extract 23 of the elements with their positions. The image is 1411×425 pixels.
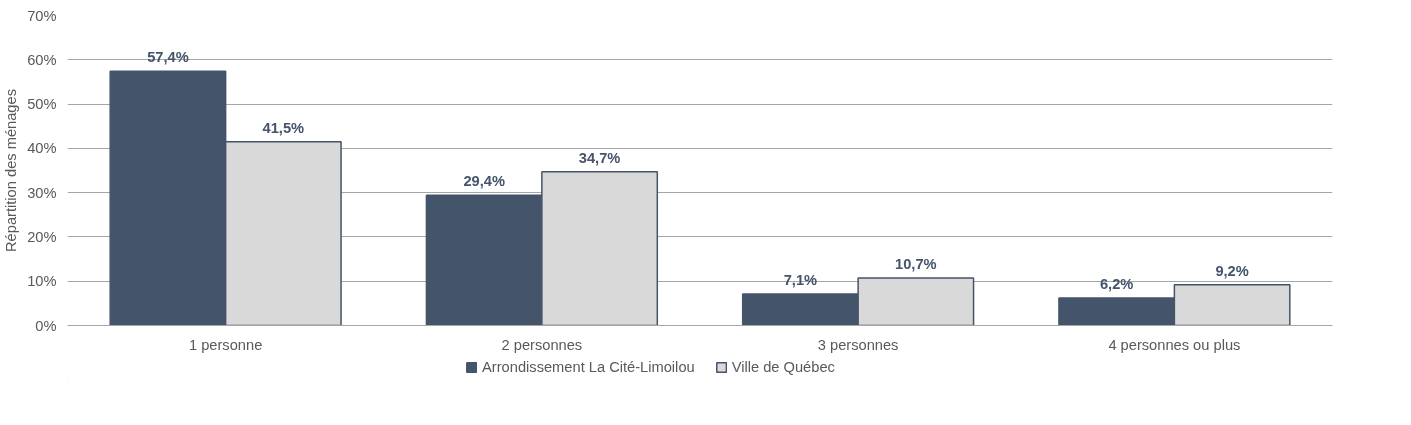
legend-label: Ville de Québec xyxy=(731,359,835,375)
data-label: 41,5% xyxy=(262,119,305,136)
data-label: 7,1% xyxy=(783,272,818,289)
x-tick-label: 4 personnes ou plus xyxy=(1108,336,1241,353)
data-label: 29,4% xyxy=(463,173,505,190)
data-label: 34,7% xyxy=(578,149,621,166)
data-label: 6,2% xyxy=(1099,276,1134,293)
y-tick-label: 60% xyxy=(27,51,57,68)
y-tick-label: 40% xyxy=(27,140,57,157)
x-tick-label: 3 personnes xyxy=(817,336,899,353)
x-tick-label: 1 personne xyxy=(188,336,263,353)
x-tick-label: 2 personnes xyxy=(501,336,583,353)
y-tick-label: 70% xyxy=(27,7,57,24)
y-tick-label: 20% xyxy=(27,228,57,245)
y-tick-label: 30% xyxy=(27,184,57,201)
data-label: 9,2% xyxy=(1215,262,1249,279)
data-label: 57,4% xyxy=(147,49,189,66)
y-tick-label: 10% xyxy=(27,273,57,290)
data-label: 10,7% xyxy=(895,256,937,273)
y-axis-title: Répartition des ménages xyxy=(3,89,20,252)
y-tick-label: 50% xyxy=(27,96,57,113)
y-tick-label: 0% xyxy=(35,317,57,334)
legend-label: Arrondissement La Cité-Limoilou xyxy=(482,359,695,375)
